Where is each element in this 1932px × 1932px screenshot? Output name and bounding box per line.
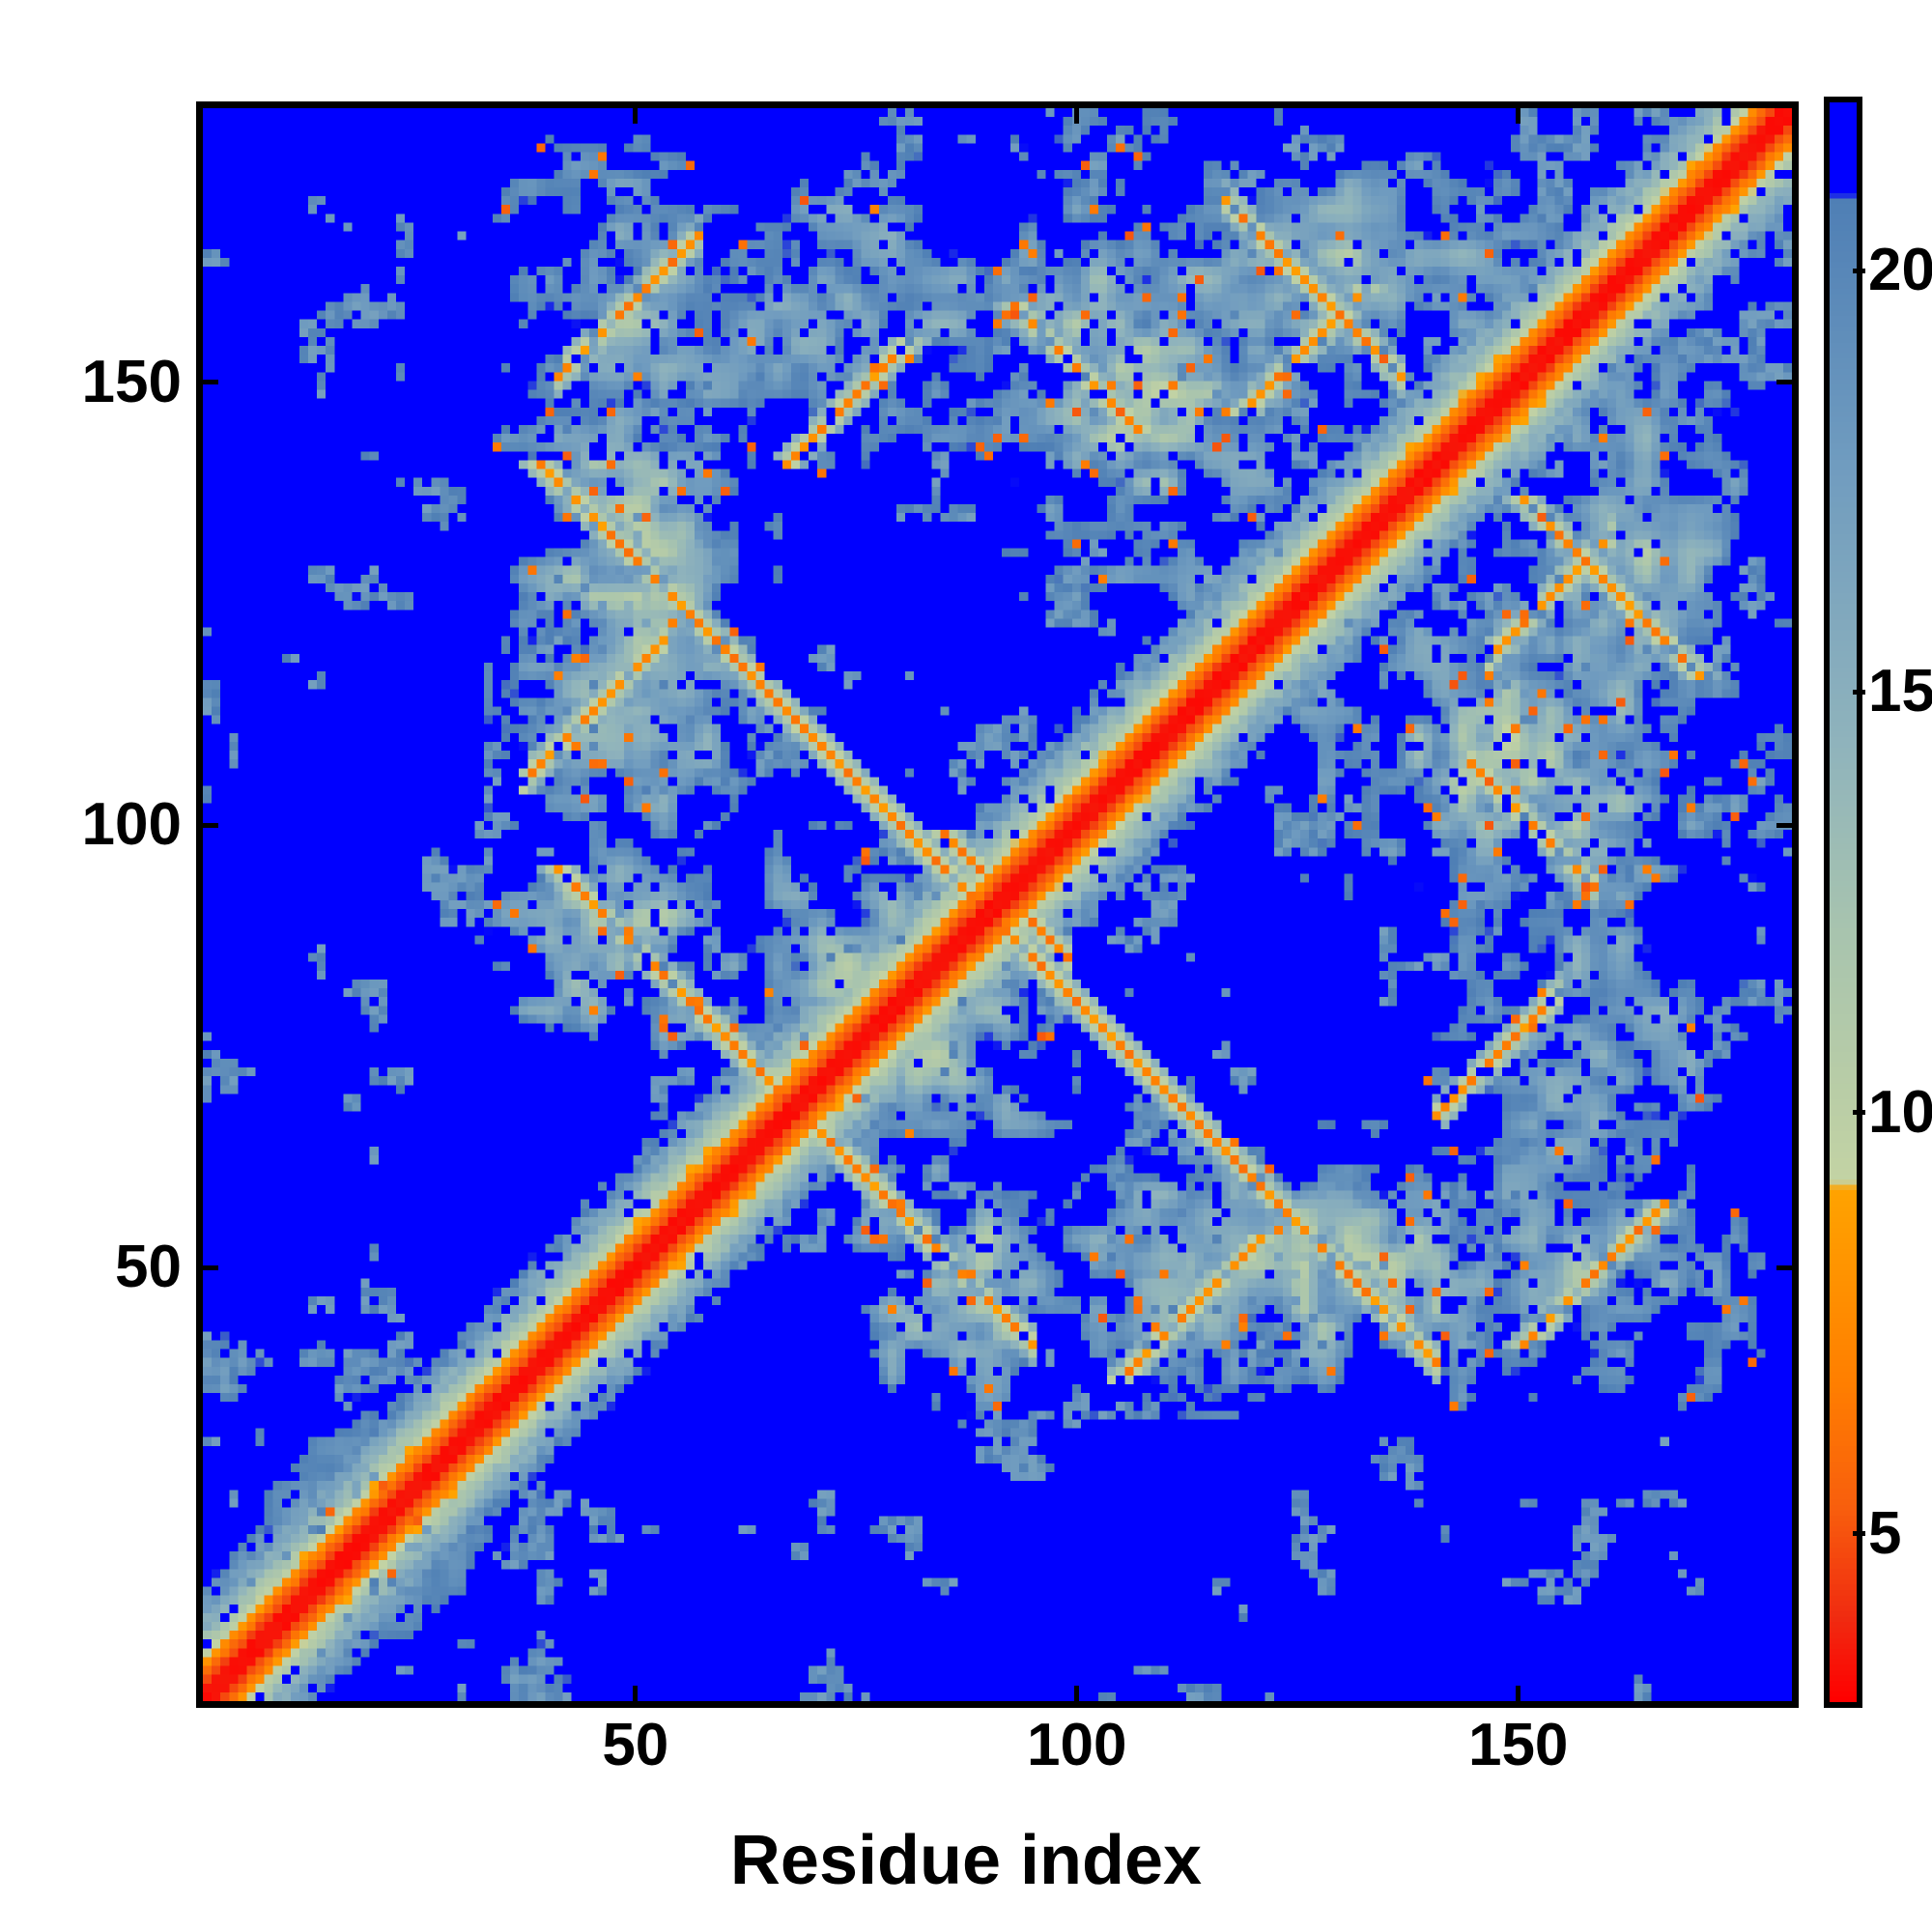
- x-axis-tick-top: [633, 108, 639, 124]
- y-axis-tick-label: 50: [115, 1234, 182, 1301]
- colorbar-tick-label: 20: [1868, 237, 1932, 304]
- colorbar-tick-label: 15: [1868, 658, 1932, 725]
- x-axis-label: Residue index: [729, 1822, 1203, 1899]
- x-axis-tick-label: 150: [1467, 1712, 1569, 1778]
- colorbar-tick-label: 5: [1868, 1499, 1902, 1567]
- colorbar-gradient: [1830, 102, 1857, 1702]
- x-axis-tick: [1074, 1686, 1080, 1701]
- x-axis-tick-top: [1516, 108, 1521, 124]
- y-axis-tick-right: [1776, 822, 1792, 828]
- contact-map-plot: [196, 101, 1799, 1708]
- y-axis-tick: [203, 822, 218, 828]
- y-axis-tick-label: 150: [81, 348, 182, 415]
- colorbar-tick: [1853, 1110, 1865, 1116]
- colorbar-tick: [1853, 689, 1865, 695]
- y-axis-tick-label: 100: [81, 791, 182, 859]
- x-axis-tick: [633, 1686, 639, 1701]
- y-axis-tick: [203, 1264, 218, 1270]
- y-axis-tick-right: [1776, 380, 1792, 385]
- heatmap-canvas: [203, 108, 1792, 1701]
- y-axis-tick-right: [1776, 1264, 1792, 1270]
- colorbar-tick: [1853, 268, 1865, 273]
- x-axis-tick-top: [1074, 108, 1080, 124]
- x-axis-tick-label: 50: [602, 1712, 669, 1778]
- colorbar-tick-label: 10: [1868, 1078, 1932, 1146]
- colorbar: [1824, 97, 1862, 1708]
- x-axis-tick: [1516, 1686, 1521, 1701]
- colorbar-tick: [1853, 1531, 1865, 1537]
- y-axis-tick: [203, 380, 218, 385]
- x-axis-tick-label: 100: [1027, 1712, 1127, 1778]
